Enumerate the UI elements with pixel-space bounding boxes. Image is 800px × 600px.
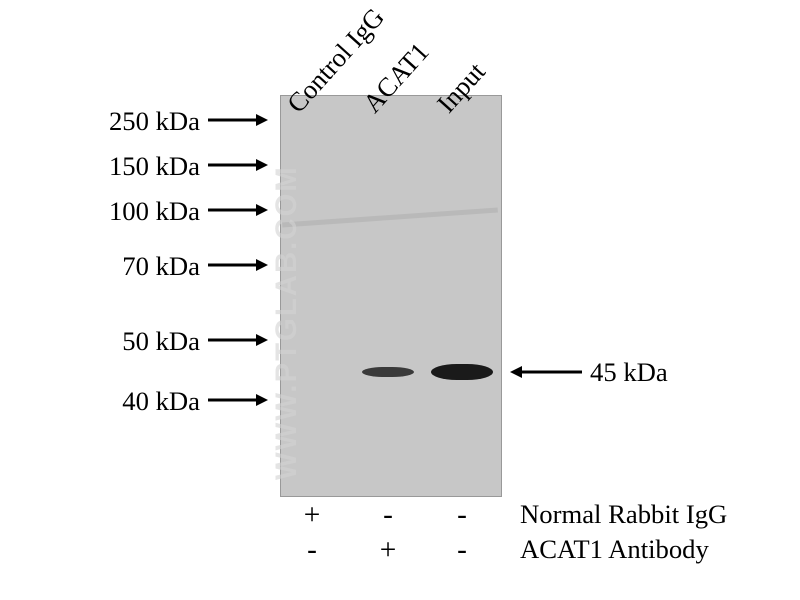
mw-label-100: 100 kDa xyxy=(90,196,200,227)
band-annotation-label: 45 kDa xyxy=(590,357,668,388)
figure-container: WWW.PTGLAB.COM Control IgG ACAT1 Input 2… xyxy=(0,0,800,600)
mw-arrow-50 xyxy=(208,330,268,350)
blot-membrane xyxy=(280,95,502,497)
mw-label-50: 50 kDa xyxy=(90,326,200,357)
band-annotation-arrow xyxy=(510,362,582,382)
mw-label-250: 250 kDa xyxy=(90,106,200,137)
treat-label-r1: ACAT1 Antibody xyxy=(520,534,709,565)
mw-label-40: 40 kDa xyxy=(90,386,200,417)
mw-arrow-100 xyxy=(208,200,268,220)
treat-r1-c2: - xyxy=(450,534,474,567)
treat-label-r0: Normal Rabbit IgG xyxy=(520,499,727,530)
treat-r0-c2: - xyxy=(450,499,474,532)
mw-arrow-70 xyxy=(208,255,268,275)
treat-r0-c0: + xyxy=(300,499,324,532)
band-acat1 xyxy=(362,367,414,377)
treat-r1-c1: + xyxy=(376,534,400,567)
mw-arrow-40 xyxy=(208,390,268,410)
mw-arrow-150 xyxy=(208,155,268,175)
mw-label-70: 70 kDa xyxy=(90,251,200,282)
treat-r1-c0: - xyxy=(300,534,324,567)
band-input xyxy=(431,364,493,380)
mw-label-150: 150 kDa xyxy=(90,151,200,182)
treat-r0-c1: - xyxy=(376,499,400,532)
mw-arrow-250 xyxy=(208,110,268,130)
